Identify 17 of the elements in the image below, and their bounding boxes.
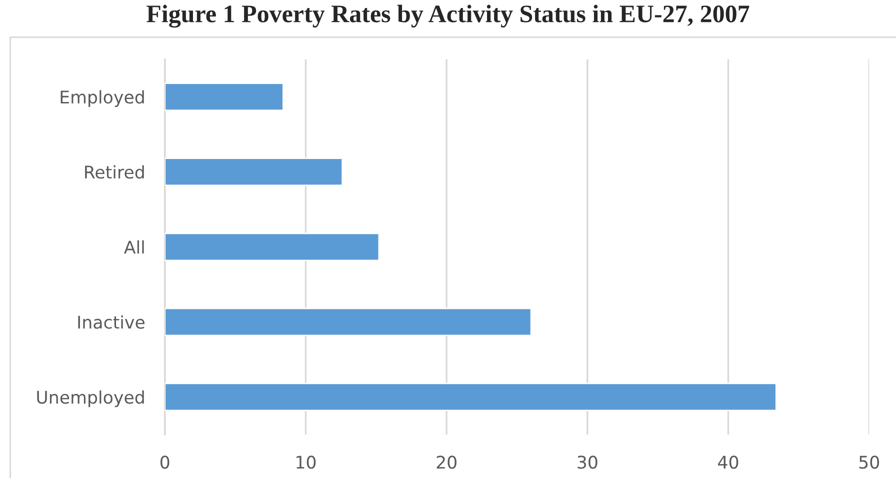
y-tick-label: All [124, 240, 144, 254]
x-tick-label: 0 [160, 456, 170, 469]
y-tick-label: Employed [60, 90, 144, 107]
bar [164, 308, 532, 336]
bar [164, 232, 380, 262]
x-tick-label: 10 [296, 456, 316, 469]
y-tick-label: Unemployed [37, 390, 144, 408]
x-tick-label: 50 [859, 456, 880, 469]
chart-title: Figure 1 Poverty Rates by Activity Status in EU-27, 2007 [146, 4, 750, 28]
y-tick-label: Retired [85, 165, 144, 179]
bar [164, 382, 777, 412]
x-tick-label: 30 [578, 456, 598, 469]
y-tick-label: Inactive [78, 315, 144, 329]
x-tick-label: 40 [718, 456, 738, 469]
x-tick-label: 20 [436, 456, 456, 469]
bar [164, 158, 344, 186]
bar [164, 82, 284, 111]
